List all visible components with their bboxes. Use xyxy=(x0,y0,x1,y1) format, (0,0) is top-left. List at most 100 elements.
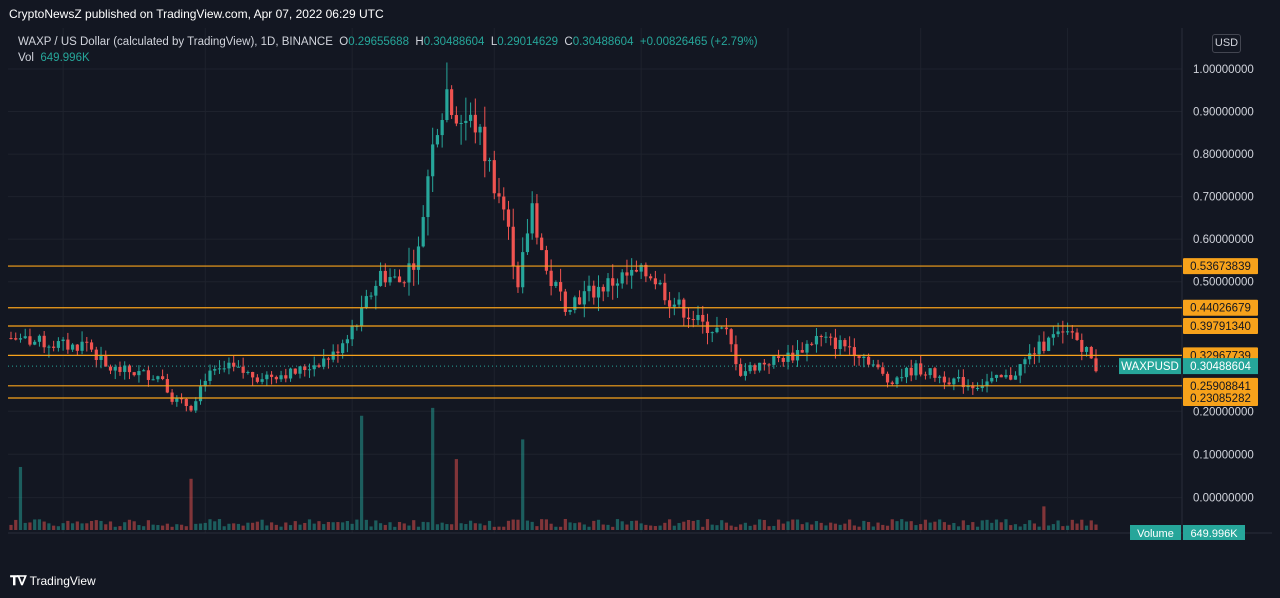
volume-bar xyxy=(450,524,454,530)
volume-bar xyxy=(753,524,757,530)
candle-body xyxy=(1089,346,1093,359)
candle-body xyxy=(568,309,572,312)
candle-body xyxy=(459,122,463,124)
tradingview-logo[interactable]: 𝐓∇ TradingView xyxy=(10,573,96,589)
volume-bar xyxy=(388,522,392,530)
volume-bar xyxy=(663,522,667,530)
candle-body xyxy=(326,358,331,360)
volume-bar xyxy=(791,519,795,530)
volume-bar xyxy=(786,521,790,530)
level-tag xyxy=(1183,258,1258,275)
volume-bar xyxy=(378,523,383,530)
candle-body xyxy=(208,370,212,381)
volume-bar xyxy=(345,520,349,530)
candle-body xyxy=(838,340,842,349)
candle-body xyxy=(246,371,250,373)
candle-body xyxy=(573,297,577,310)
candle-body xyxy=(691,319,695,321)
candle-body xyxy=(615,283,620,286)
volume-bar xyxy=(80,523,84,530)
volume-bar xyxy=(895,521,899,530)
volume-bar xyxy=(1009,525,1013,530)
volume-bar xyxy=(431,407,435,530)
volume-bar xyxy=(355,519,359,530)
candle-body xyxy=(383,270,387,283)
candle-body xyxy=(824,336,828,338)
volume-bar xyxy=(961,520,965,530)
volume-bar xyxy=(900,519,904,530)
candle-body xyxy=(530,203,534,234)
candle-body xyxy=(108,366,113,371)
volume-bar xyxy=(781,523,785,530)
chart-frame[interactable]: 1.00000000 0.90000000 0.80000000 0.70000000… xyxy=(8,28,1272,540)
candle-body xyxy=(971,385,975,389)
candle-body xyxy=(1075,332,1079,340)
y-tick-label: 0.10000000 xyxy=(1193,449,1254,461)
volume-bar xyxy=(464,524,468,530)
volume-bar xyxy=(767,526,771,530)
candle-body xyxy=(658,282,662,285)
volume-bar xyxy=(1047,525,1051,530)
volume-bar xyxy=(47,523,51,530)
volume-bar xyxy=(653,526,657,530)
volume-bar xyxy=(284,522,288,530)
candle-body xyxy=(734,344,738,365)
volume-bar xyxy=(165,523,169,530)
candle-body xyxy=(1018,364,1022,376)
candle-body xyxy=(544,250,548,271)
candle-body xyxy=(350,326,354,340)
volume-legend-label[interactable]: Vol xyxy=(18,52,34,64)
candle-body xyxy=(829,336,833,338)
volume-bar xyxy=(374,520,378,530)
candle-body xyxy=(701,314,705,322)
y-tick-label: 0.20000000 xyxy=(1193,406,1254,418)
volume-bar xyxy=(667,519,672,530)
candle-body xyxy=(378,270,383,286)
candle-body xyxy=(14,338,18,340)
volume-bar xyxy=(468,520,473,530)
volume-bar xyxy=(473,523,477,530)
candle-body xyxy=(535,203,539,238)
candle-body xyxy=(601,286,605,292)
candle-body xyxy=(468,114,473,121)
candle-body xyxy=(814,335,819,345)
open-label: O xyxy=(339,36,349,48)
candle-body xyxy=(397,276,402,283)
currency-button[interactable]: USD xyxy=(1212,34,1241,53)
volume-bar xyxy=(397,521,402,530)
volume-bar xyxy=(179,524,184,530)
volume-bar xyxy=(104,524,108,530)
last-price-tag xyxy=(1183,358,1258,375)
candle-body xyxy=(37,335,42,342)
candle-body xyxy=(435,135,440,145)
price-chart[interactable]: 1.00000000 0.90000000 0.80000000 0.70000000… xyxy=(8,28,1272,540)
volume-bar xyxy=(137,525,141,530)
volume-bar xyxy=(303,522,307,530)
volume-bar xyxy=(1037,526,1041,530)
symbol-title[interactable]: WAXP / US Dollar (calculated by TradingV… xyxy=(18,36,333,48)
level-tag-label: 0.44026679 xyxy=(1190,303,1251,315)
volume-bar xyxy=(1056,520,1060,530)
volume-bar xyxy=(549,523,553,530)
volume-bar xyxy=(336,522,340,530)
volume-bar xyxy=(682,521,686,530)
volume-bar xyxy=(971,522,975,530)
volume-bar xyxy=(923,519,928,530)
volume-bar xyxy=(99,520,103,530)
volume-bar xyxy=(615,519,620,530)
candle-body xyxy=(118,366,122,372)
candle-body xyxy=(189,406,193,411)
volume-bar xyxy=(265,525,269,530)
candle-body xyxy=(1056,331,1060,335)
candle-body xyxy=(1023,359,1027,365)
volume-bar xyxy=(1032,523,1037,530)
candle-body xyxy=(255,377,259,382)
candle-body xyxy=(393,276,397,278)
candle-body xyxy=(146,370,151,380)
volume-bar xyxy=(393,526,397,530)
candle-body xyxy=(876,364,880,368)
volume-bar xyxy=(952,522,956,530)
volume-bar xyxy=(502,526,506,530)
candle-body xyxy=(497,193,501,197)
candle-body xyxy=(975,388,980,390)
